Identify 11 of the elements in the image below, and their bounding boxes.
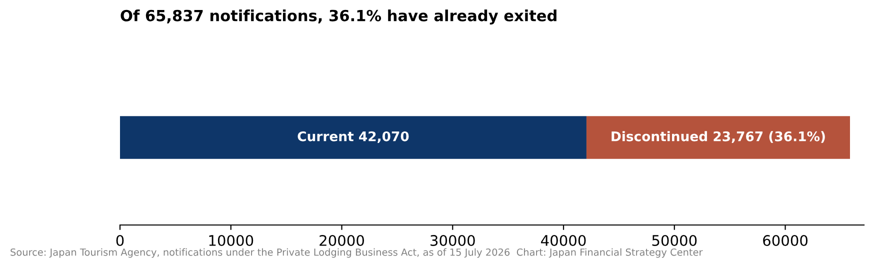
x-tick-label: 20000	[320, 234, 364, 246]
x-tick-label: 30000	[430, 234, 475, 246]
x-tick-label: 40000	[541, 234, 586, 246]
x-tick-label: 10000	[209, 234, 254, 246]
chart-title: Of 65,837 notifications, 36.1% have already exited	[120, 10, 556, 24]
data-label: Current 42,070	[298, 131, 409, 144]
x-tick-label: 50000	[652, 234, 697, 246]
x-tick-label: 0	[116, 234, 124, 246]
source-note: Source: Japan Tourism Agency, notifications under the Private Lodging Business Act, as of 15 July 2026 Chart: Japan Financial Strategy Center	[10, 248, 703, 258]
data-label: Discontinued 23,767 (36.1%)	[612, 131, 825, 144]
x-tick-label: 60000	[763, 234, 808, 246]
